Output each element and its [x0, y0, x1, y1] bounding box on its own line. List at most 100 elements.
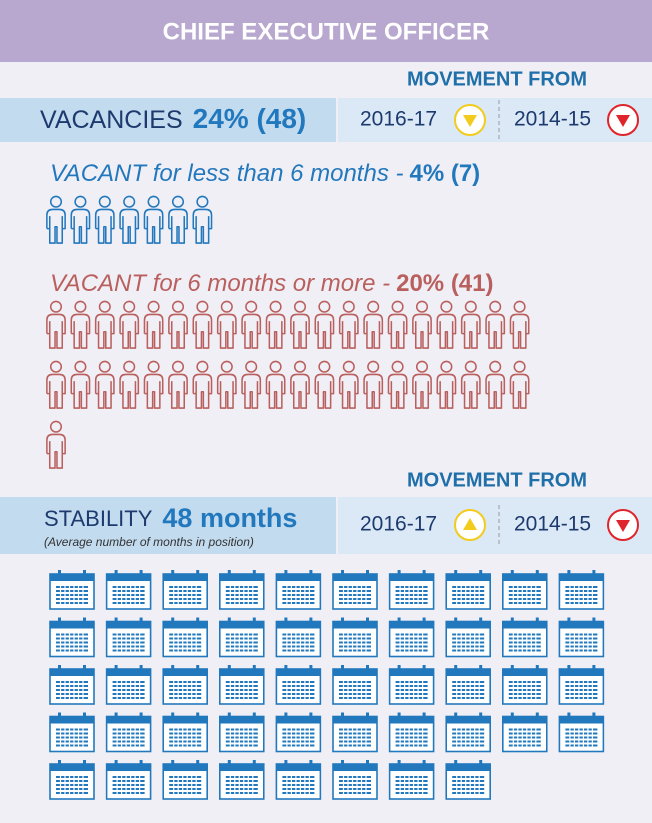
person-icon	[46, 195, 66, 244]
calendar-icon	[162, 712, 208, 753]
calendar-icon	[162, 665, 208, 705]
period: 2016-17	[360, 108, 437, 131]
person-icon	[216, 360, 237, 409]
calendar-icon	[445, 617, 492, 658]
person-icon	[314, 360, 335, 409]
calendar-icon	[275, 712, 322, 753]
calendar-icon	[388, 570, 435, 610]
calendar-icon	[445, 665, 492, 705]
person-icon	[314, 300, 335, 349]
indicator-arrow	[463, 115, 477, 127]
group-text: VACANT for less than 6 months -	[50, 160, 403, 187]
person-icon	[94, 360, 115, 409]
group-label: VACANT for less than 6 months -4% (7)	[50, 160, 480, 187]
person-icon	[94, 195, 115, 244]
stability-band	[0, 497, 336, 554]
person-icon	[168, 195, 188, 244]
header-band	[0, 0, 652, 62]
person-icon	[363, 360, 384, 409]
person-icon	[143, 300, 164, 349]
person-icon	[192, 195, 213, 244]
calendar-icon	[219, 760, 265, 800]
person-icon	[265, 300, 286, 349]
stability-note: (Average number of months in position)	[44, 535, 254, 549]
person-icon	[412, 360, 432, 409]
person-icon	[216, 300, 237, 349]
calendar-icon	[501, 617, 548, 658]
calendar-icon	[501, 570, 548, 610]
calendar-icon	[105, 712, 152, 753]
person-icon	[265, 360, 286, 409]
calendar-icon	[219, 712, 265, 753]
person-icon	[46, 300, 66, 349]
person-icon	[143, 195, 164, 244]
person-icon	[70, 360, 91, 409]
calendar-icon	[105, 570, 152, 610]
calendar-icon	[275, 570, 322, 610]
vacancy-band	[0, 98, 336, 142]
calendar-icon	[445, 760, 492, 800]
person-icon	[70, 195, 91, 244]
calendar-icon	[105, 617, 152, 658]
calendar-icon	[332, 617, 378, 658]
calendar-icon	[49, 760, 95, 800]
calendar-icon	[49, 617, 95, 658]
calendar-icon	[49, 665, 95, 705]
person-icon	[363, 300, 384, 349]
indicator-arrow	[616, 520, 630, 532]
person-icon	[168, 300, 188, 349]
person-icon	[192, 360, 213, 409]
movement-band	[338, 98, 652, 142]
calendar-icon	[332, 570, 378, 610]
person-icon	[119, 300, 140, 349]
calendar-icon	[162, 617, 208, 658]
calendar-icon	[219, 665, 265, 705]
vacancy-label: VACANCIES 24% (48)	[40, 103, 306, 134]
person-icon	[509, 300, 530, 349]
calendar-icon	[501, 712, 548, 753]
title: CHIEF EXECUTIVE OFFICER	[163, 18, 490, 45]
person-icon	[387, 360, 408, 409]
person-icon	[412, 300, 432, 349]
person-icon	[241, 300, 262, 349]
person-icon	[290, 360, 310, 409]
calendar-icon	[445, 712, 492, 753]
person-icon	[46, 420, 66, 469]
person-icon	[436, 300, 457, 349]
movement-heading: MOVEMENT FROM	[407, 68, 587, 90]
calendar-icon	[445, 570, 492, 610]
person-icon	[70, 300, 91, 349]
calendar-icon	[49, 712, 95, 753]
person-icon	[338, 360, 359, 409]
calendar-icon	[388, 665, 435, 705]
calendar-icon	[558, 712, 605, 753]
indicator-arrow	[616, 115, 630, 127]
person-icon	[94, 300, 115, 349]
person-icon	[338, 300, 359, 349]
calendar-icon	[388, 617, 435, 658]
person-icon	[119, 195, 140, 244]
calendar-icon	[105, 760, 152, 800]
person-icon	[460, 300, 481, 349]
calendar-icon	[219, 570, 265, 610]
calendar-icon	[501, 665, 548, 705]
person-icon	[436, 360, 457, 409]
stability-label: STABILITY 48 months	[44, 503, 297, 533]
group-label: VACANT for 6 months or more -20% (41)	[50, 270, 494, 297]
group-value: 4% (7)	[409, 160, 480, 187]
calendar-icon	[275, 760, 322, 800]
indicator-arrow	[463, 518, 477, 530]
calendar-icon	[275, 665, 322, 705]
calendar-icon	[162, 760, 208, 800]
calendar-icon	[275, 617, 322, 658]
calendar-icon	[558, 617, 605, 658]
calendar-icon	[332, 760, 378, 800]
person-icon	[387, 300, 408, 349]
movement-band	[338, 497, 652, 554]
person-icon	[143, 360, 164, 409]
calendar-icon	[162, 570, 208, 610]
person-icon	[46, 360, 66, 409]
movement-heading: MOVEMENT FROM	[407, 469, 587, 491]
period: 2016-17	[360, 513, 437, 536]
group-text: VACANT for 6 months or more -	[50, 270, 390, 297]
